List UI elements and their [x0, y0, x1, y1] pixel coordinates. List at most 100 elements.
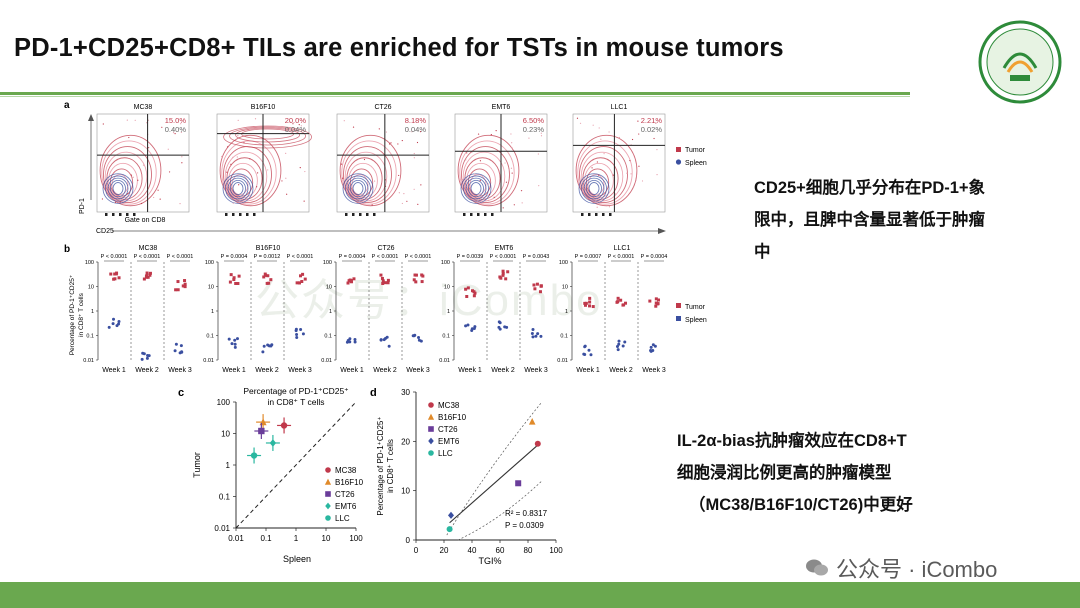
p-value: P < 0.0001: [134, 254, 161, 260]
flow-event-dot: [540, 132, 542, 134]
week-label: Week 2: [255, 367, 279, 374]
flow-event-dot: [656, 173, 658, 176]
panel-b-ylabel-1: Percentage of PD-1⁺CD25⁺: [69, 275, 76, 356]
point-llc: [446, 526, 453, 533]
flow-plot-title: B16F10: [251, 104, 276, 111]
spleen-contour: [470, 182, 482, 195]
flow-event-dot: [238, 184, 240, 186]
flow-event-dot: [174, 133, 176, 135]
point-ct26: [515, 480, 522, 487]
spleen-contour: [227, 177, 249, 200]
axis-tick: [602, 213, 605, 216]
flow-event-dot: [603, 153, 605, 155]
flow-event-dot: [148, 147, 150, 149]
spleen-percentage: 0.23%: [523, 125, 545, 134]
tumor-dot: [472, 294, 476, 298]
flow-plot-title: EMT6: [492, 104, 511, 111]
y-tick-label: 0: [406, 536, 411, 545]
tumor-dot: [145, 271, 149, 275]
spleen-dot: [617, 342, 621, 346]
spleen-contour: [230, 179, 246, 198]
tumor-dot: [622, 303, 626, 307]
point-mc38: [280, 422, 288, 429]
flow-event-dot: [413, 152, 415, 155]
spleen-dot: [536, 332, 540, 336]
flow-event-dot: [238, 197, 241, 199]
tumor-dot: [501, 273, 505, 277]
flow-event-dot: [521, 202, 523, 204]
tumor-dot: [533, 287, 537, 291]
panel-b: b Percentage of PD-1⁺CD25⁺ in CD8⁺ T cells…: [64, 244, 707, 374]
tumor-dot: [350, 280, 354, 284]
tumor-contour: [469, 174, 487, 196]
tumor-dot: [413, 273, 417, 277]
x-tick-label: 20: [440, 546, 449, 555]
x-tick-label: 60: [496, 546, 505, 555]
dot-plot-title: CT26: [377, 245, 394, 252]
y-tick-label: 0.1: [219, 493, 231, 502]
flow-event-dot: [168, 171, 171, 173]
spleen-dot: [498, 321, 502, 325]
axis-tick: [595, 213, 598, 216]
tumor-dot: [148, 273, 152, 277]
spleen-dot: [147, 354, 151, 358]
flow-event-dot: [638, 165, 640, 167]
tumor-dot: [269, 278, 273, 282]
flow-event-dot: [474, 173, 476, 175]
flow-event-dot: [407, 129, 409, 131]
spleen-dot: [227, 337, 231, 341]
tumor-dot: [299, 274, 303, 278]
spleen-dot: [417, 338, 421, 342]
tumor-dot: [109, 272, 113, 276]
p-value: P = 0.0004: [339, 254, 366, 260]
spleen-dot: [173, 349, 177, 353]
tumor-dot: [229, 273, 233, 277]
panel-b-label: b: [64, 244, 70, 255]
chart-c-ylabel: Tumor: [192, 452, 202, 478]
pd1-axis-label: PD-1: [79, 198, 86, 214]
flow-event-dot: [511, 147, 513, 149]
flow-event-dot: [235, 195, 237, 198]
tumor-dot: [113, 272, 117, 276]
p-value: P < 0.0001: [287, 254, 314, 260]
spleen-contour: [110, 179, 126, 198]
legend-label-mc38: MC38: [335, 466, 357, 475]
point-ct26: [258, 427, 265, 435]
legend-marker-b16f10: [324, 478, 332, 485]
spleen-dot: [301, 332, 305, 336]
tumor-dot: [144, 275, 148, 279]
y-tick-label: 100: [205, 260, 214, 266]
axis-tick: [609, 213, 612, 216]
x-tick-label: 100: [549, 546, 563, 555]
flow-event-dot: [126, 119, 128, 121]
flow-event-dot: [592, 124, 594, 126]
flow-event-dot: [179, 203, 181, 205]
spleen-dot: [417, 335, 421, 339]
flow-event-dot: [538, 185, 540, 187]
flow-event-dot: [388, 143, 391, 145]
flow-event-dot: [510, 133, 512, 135]
week-label: Week 3: [406, 367, 430, 374]
point-llc: [250, 452, 258, 459]
chart-c-title-line1: Percentage of PD-1⁺CD25⁺: [243, 386, 348, 396]
confidence-band-lower: [457, 480, 543, 541]
tumor-dot: [381, 279, 385, 283]
flow-event-dot: [237, 119, 239, 121]
tumor-percentage: 8.18%: [405, 116, 427, 125]
flow-event-dot: [134, 119, 136, 121]
flow-contours: [219, 118, 313, 207]
week-label: Week 3: [168, 367, 192, 374]
y-tick-label: 100: [323, 260, 332, 266]
flow-event-dot: [416, 141, 419, 144]
tumor-dot: [654, 297, 658, 301]
flow-event-dot: [226, 146, 229, 148]
panel-d: d 0 10 20 30 0 20 40 60 80 100 TGI% Percentage of PD…: [370, 387, 563, 566]
fit-r2: R² = 0.8317: [505, 509, 548, 518]
spleen-contour: [347, 177, 369, 200]
spleen-contour: [232, 182, 244, 195]
p-value: P = 0.0012: [254, 254, 281, 260]
flow-event-dot: [540, 135, 543, 137]
flow-event-dot: [614, 193, 617, 195]
legend-label-ct26: CT26: [335, 490, 355, 499]
flow-event-dot: [487, 199, 490, 202]
